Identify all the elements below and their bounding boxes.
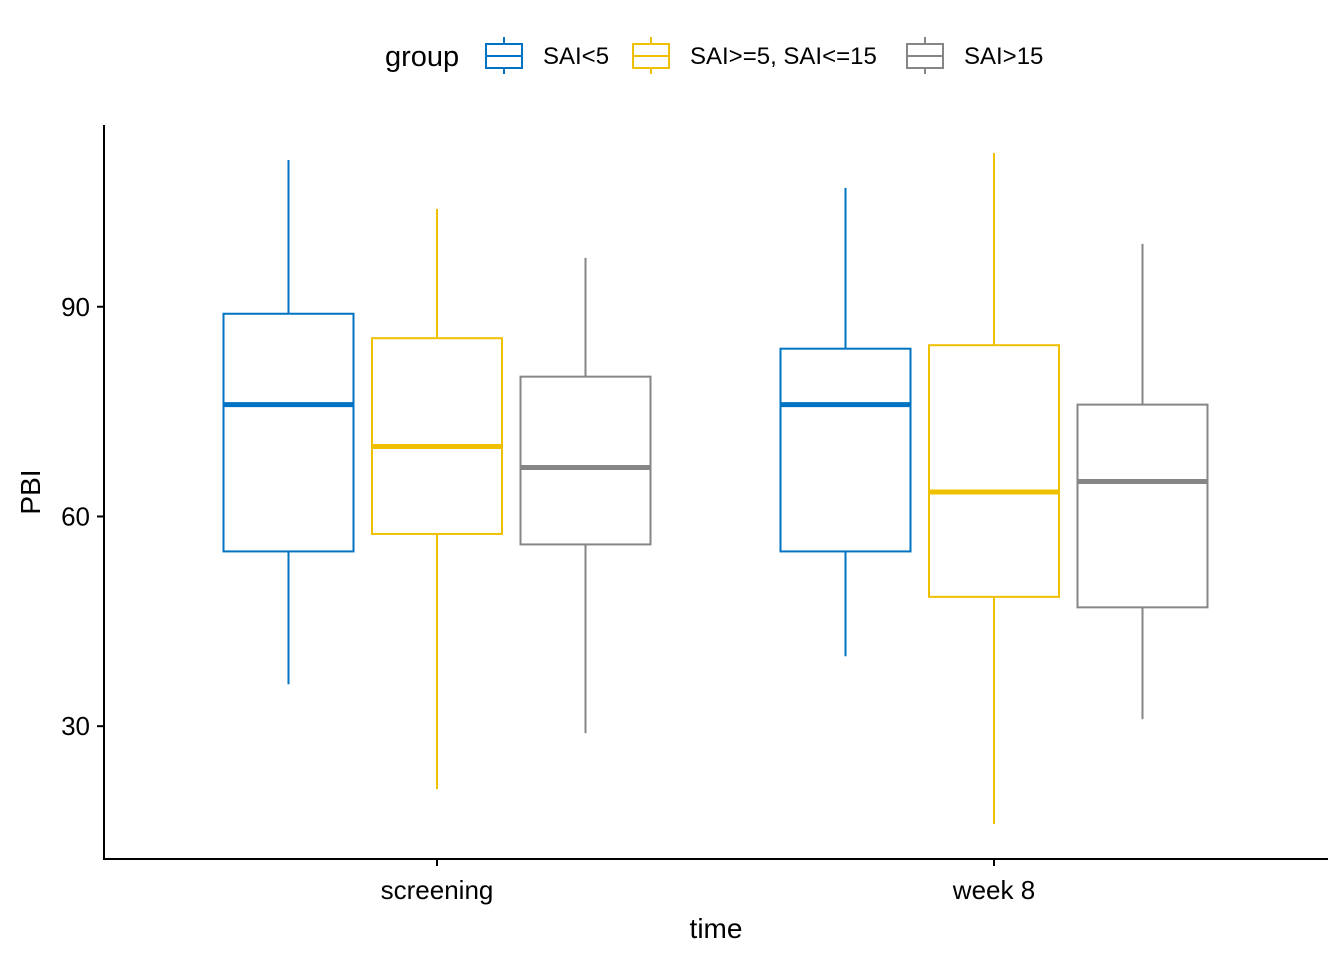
box-2-1 [1076,243,1209,720]
y-axis-title: PBI [15,469,46,514]
legend-item-0: SAI<5 [485,37,609,74]
legend-items: SAI<5 SAI>=5, SAI<=15 SAI>15 [485,37,1043,74]
x-axis-title: time [690,913,743,944]
legend-item-2: SAI>15 [906,37,1043,74]
y-tick-label: 60 [61,501,90,531]
box-rect [371,337,503,535]
box-0-0 [222,159,355,685]
box-1-1 [928,152,1060,825]
x-tick-label: screening [381,875,494,905]
boxes [222,152,1209,825]
box-2-0 [519,257,652,734]
box-rect [928,344,1060,598]
legend-title: group [385,41,459,73]
box-rect [779,347,912,553]
x-ticks: screening week 8 [381,859,1035,905]
legend-item-1: SAI>=5, SAI<=15 [632,37,877,74]
legend-label: SAI>=5, SAI<=15 [690,43,877,70]
box-0-1 [779,187,912,657]
box-1-0 [371,208,503,790]
legend: group SAI<5 SAI>=5, SAI<=15 SAI>15 [385,37,1043,74]
y-tick-label: 30 [61,711,90,741]
y-tick-label: 90 [61,292,90,322]
x-tick-label: week 8 [952,875,1035,905]
box-rect [222,312,355,553]
y-ticks: 30 60 90 [61,292,104,741]
plot-area: 30 60 90 screening week 8 [61,125,1328,905]
box-rect [519,375,652,546]
box-rect [1076,403,1209,609]
legend-label: SAI>15 [964,43,1043,70]
legend-label: SAI<5 [543,43,609,70]
